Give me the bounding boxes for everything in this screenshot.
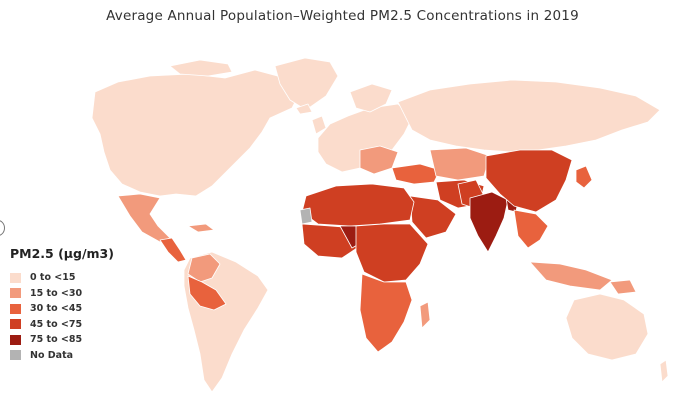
legend-swatch — [10, 288, 21, 299]
scandinavia — [349, 83, 393, 113]
caribbean — [187, 223, 215, 233]
turkey-caucasus — [391, 163, 441, 185]
legend-swatch — [10, 319, 21, 330]
madagascar — [419, 301, 431, 329]
legend-swatch — [10, 303, 21, 314]
legend-item: 15 to <30 — [10, 286, 114, 302]
arctic-islands — [169, 59, 233, 77]
korea-japan — [575, 165, 593, 189]
legend-item: 0 to <15 — [10, 270, 114, 286]
arabian-peninsula — [409, 195, 457, 239]
central-asia — [429, 147, 491, 181]
central-east-africa — [355, 223, 429, 283]
australia — [565, 293, 649, 361]
peru-bolivia — [187, 275, 227, 311]
legend-swatch — [10, 350, 21, 361]
southern-africa — [359, 273, 413, 353]
legend-item: No Data — [10, 348, 114, 364]
greenland — [274, 57, 339, 111]
map-legend: PM2.5 (µg/m3) 0 to <15 15 to <30 30 to <45… — [10, 246, 114, 363]
new-guinea — [609, 279, 637, 295]
legend-title: PM2.5 (µg/m3) — [10, 246, 114, 261]
russia — [397, 79, 661, 153]
legend-label: No Data — [30, 349, 74, 361]
southeast-asia — [513, 209, 549, 249]
legend-label: 15 to <30 — [30, 287, 83, 299]
indonesia-philippines — [529, 261, 613, 291]
legend-item: 75 to <85 — [10, 332, 114, 348]
china-mongolia — [485, 149, 573, 213]
legend-label: 75 to <85 — [30, 334, 83, 346]
legend-items: 0 to <15 15 to <30 30 to <45 45 to <75 75 to… — [10, 270, 114, 363]
legend-label: 45 to <75 — [30, 318, 83, 330]
new-zealand — [659, 359, 669, 383]
iceland — [295, 103, 313, 115]
central-america — [159, 237, 187, 263]
legend-swatch — [10, 334, 21, 345]
uk-ireland — [311, 115, 327, 135]
europe — [317, 103, 413, 173]
legend-swatch — [10, 272, 21, 283]
western-sahara — [299, 207, 313, 225]
north-africa — [301, 183, 415, 227]
legend-item: 30 to <45 — [10, 301, 114, 317]
north-america — [91, 69, 301, 197]
map-title: Average Annual Population–Weighted PM2.5… — [106, 8, 579, 24]
india — [469, 191, 509, 253]
legend-item: 45 to <75 — [10, 317, 114, 333]
colombia-ecuador — [187, 253, 221, 283]
legend-label: 0 to <15 — [30, 272, 76, 284]
legend-label: 30 to <45 — [30, 303, 83, 315]
mexico — [117, 193, 171, 243]
